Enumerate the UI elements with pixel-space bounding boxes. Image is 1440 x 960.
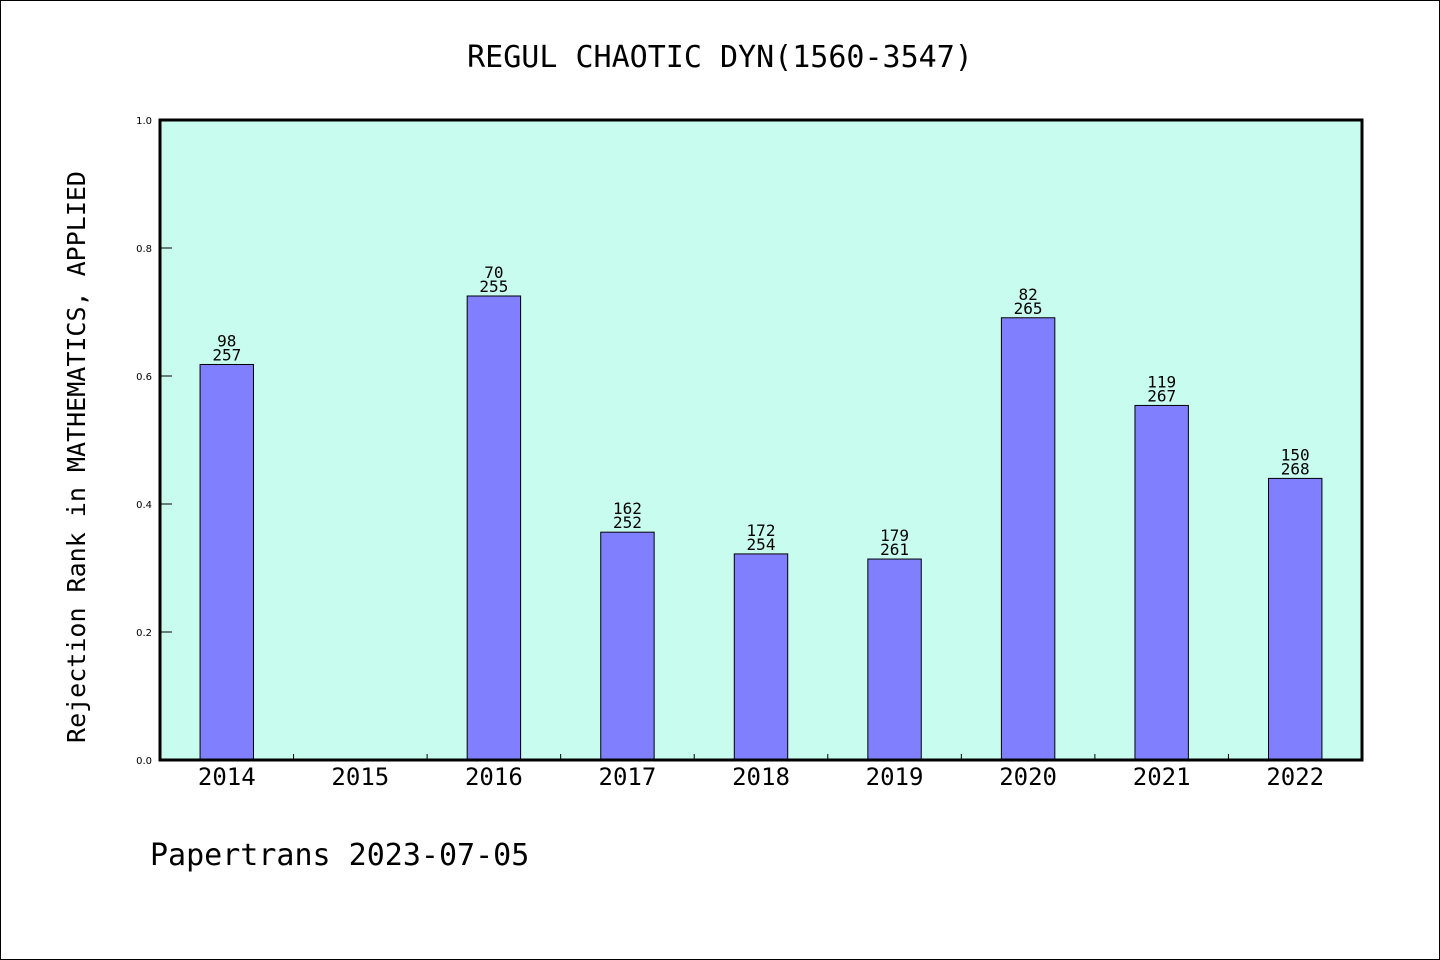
- bar-label-top-2022: 150: [1281, 445, 1310, 464]
- bar-2014: [199, 363, 254, 761]
- bar-label-top-2017: 162: [613, 499, 642, 518]
- bar-label-top-2018: 172: [747, 521, 776, 540]
- y-axis-label: Rejection Rank in MATHEMATICS, APPLIED: [62, 171, 91, 743]
- bar-label-bottom-2016: 255: [479, 277, 508, 296]
- x-tick-label-2014: 2014: [198, 763, 256, 791]
- y-tick-label-2: 0.4: [136, 500, 152, 511]
- bar-2017: [600, 531, 655, 761]
- x-tick-label-2015: 2015: [331, 763, 389, 791]
- bar-label-top-2021: 119: [1147, 372, 1176, 391]
- bar-label-top-2016: 70: [484, 263, 503, 282]
- y-tick-label-0: 0.0: [136, 756, 152, 767]
- bar-label-top-2014: 98: [217, 331, 236, 350]
- bar-label-bottom-2017: 252: [613, 513, 642, 532]
- y-tick-label-5: 1.0: [136, 116, 152, 127]
- bar-2021: [1134, 404, 1189, 761]
- bar-label-bottom-2018: 254: [747, 535, 776, 554]
- y-tick-label-1: 0.2: [136, 628, 152, 639]
- plot-border: [158, 118, 1364, 762]
- x-tick-label-2021: 2021: [1133, 763, 1191, 791]
- bar-label-top-2020: 82: [1018, 285, 1037, 304]
- bar-2022: [1268, 477, 1323, 761]
- bar-label-bottom-2022: 268: [1281, 459, 1310, 478]
- bar-label-bottom-2014: 257: [212, 345, 241, 364]
- bar-label-bottom-2019: 261: [880, 540, 909, 559]
- x-tick-label-2017: 2017: [599, 763, 657, 791]
- x-tick-label-2016: 2016: [465, 763, 523, 791]
- footer-text: Papertrans 2023-07-05: [150, 838, 529, 873]
- bar-label-bottom-2020: 265: [1014, 299, 1043, 318]
- bar-label-bottom-2021: 267: [1147, 386, 1176, 405]
- bar-2019: [867, 558, 922, 761]
- y-tick-label-3: 0.6: [136, 372, 152, 383]
- y-tick-label-4: 0.8: [136, 244, 152, 255]
- x-axis: 2014 2015 2016 2017 2018 2019 2020 2021 2022: [198, 754, 1324, 791]
- bar-2020: [1000, 317, 1056, 761]
- x-tick-label-2022: 2022: [1266, 763, 1324, 791]
- bar-2016: [466, 295, 522, 761]
- x-tick-label-2020: 2020: [999, 763, 1057, 791]
- chart-title: REGUL CHAOTIC DYN(1560-3547): [467, 40, 973, 75]
- bar-2018: [733, 553, 789, 761]
- x-tick-label-2018: 2018: [732, 763, 790, 791]
- x-tick-label-2019: 2019: [866, 763, 924, 791]
- bar-label-top-2019: 179: [880, 526, 909, 545]
